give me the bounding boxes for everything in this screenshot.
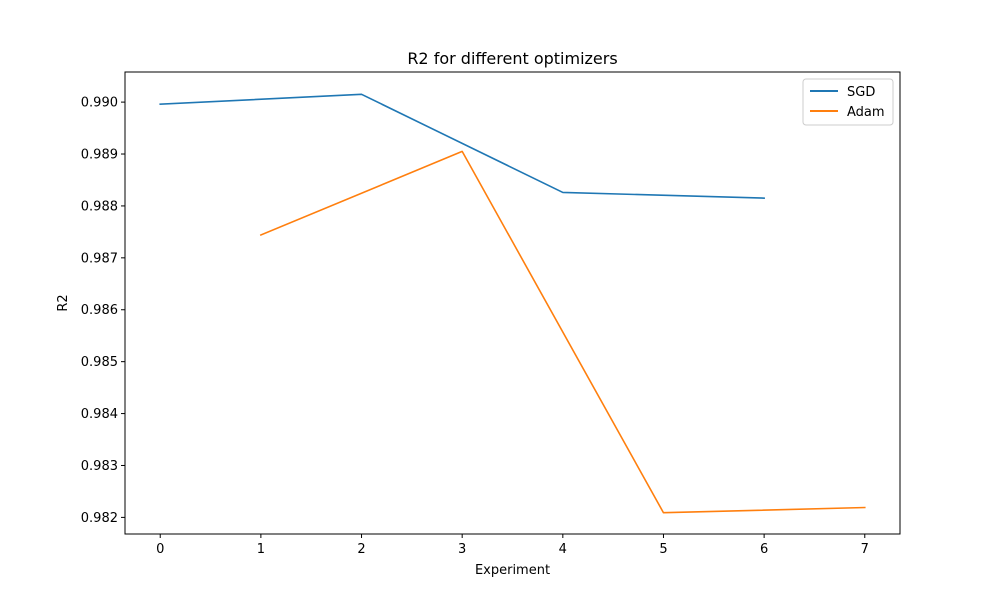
y-tick-label: 0.982 bbox=[81, 511, 118, 526]
y-axis-title: R2 bbox=[56, 294, 71, 311]
legend: SGD Adam bbox=[802, 78, 894, 126]
y-tick-label: 0.990 bbox=[81, 96, 118, 111]
series-line-sgd bbox=[159, 93, 765, 199]
y-tick-label: 0.989 bbox=[81, 148, 118, 163]
x-tick-label: 2 bbox=[357, 542, 365, 557]
legend-label-adam: Adam bbox=[847, 105, 885, 120]
plot-area bbox=[124, 71, 901, 535]
x-axis-title: Experiment bbox=[475, 563, 550, 578]
y-tick-label: 0.985 bbox=[81, 355, 118, 370]
x-tick-label: 4 bbox=[559, 542, 567, 557]
x-tick-label: 0 bbox=[156, 542, 164, 557]
x-tick-label: 5 bbox=[659, 542, 667, 557]
x-axis: 0 1 2 3 4 5 6 7 bbox=[156, 534, 869, 557]
series-line-adam bbox=[259, 150, 866, 514]
x-tick-label: 1 bbox=[257, 542, 265, 557]
y-axis: 0.982 0.983 0.984 0.985 0.986 0.987 0.988 0.989… bbox=[81, 96, 125, 526]
x-tick-label: 6 bbox=[760, 542, 768, 557]
y-tick-label: 0.987 bbox=[81, 251, 118, 266]
series-layer bbox=[159, 93, 866, 514]
x-tick-label: 3 bbox=[458, 542, 466, 557]
y-tick-label: 0.984 bbox=[81, 407, 118, 422]
y-tick-label: 0.988 bbox=[81, 199, 118, 214]
y-tick-label: 0.986 bbox=[81, 303, 118, 318]
y-tick-label: 0.983 bbox=[81, 459, 118, 474]
legend-label-sgd: SGD bbox=[847, 85, 875, 100]
chart-title: R2 for different optimizers bbox=[407, 49, 617, 68]
x-tick-label: 7 bbox=[861, 542, 869, 557]
